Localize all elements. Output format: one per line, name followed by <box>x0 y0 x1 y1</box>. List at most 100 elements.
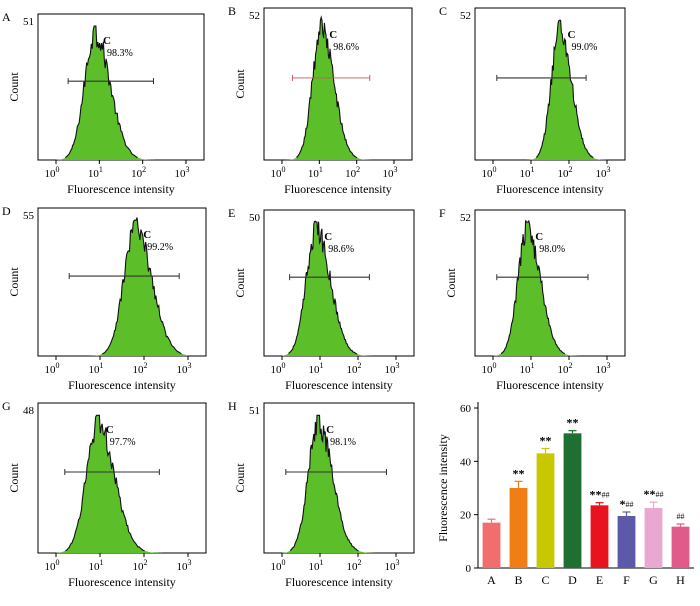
gate-percent: 98.3% <box>107 48 133 59</box>
significance-label: ** <box>513 466 525 480</box>
significance-label: ** <box>540 434 552 448</box>
x-tick-label: F <box>623 573 630 587</box>
gate-percent: 98.6% <box>328 244 354 255</box>
histogram-outline <box>500 219 566 355</box>
x-tick-label: 101 <box>89 361 104 376</box>
y-axis-label: Fluorescence intensity <box>436 434 450 542</box>
gate-percent: 98.6% <box>333 42 359 53</box>
histogram-panel-f: F Count 52 C98.0% 100 101 102 103 Fluorescence i… <box>439 206 626 392</box>
x-tick-label: 103 <box>175 165 190 180</box>
bar-a <box>482 522 501 568</box>
x-tick-label: 103 <box>596 165 611 180</box>
x-tick-label: G <box>649 573 658 587</box>
panel-label: G <box>2 399 11 413</box>
x-tick-label: 101 <box>309 361 324 376</box>
x-tick-label: 100 <box>45 165 60 180</box>
y-axis-label: Count <box>233 69 247 99</box>
significance-label: ** <box>567 416 579 430</box>
x-tick-label: 102 <box>347 361 362 376</box>
x-axis-label: Fluorescence intensity <box>284 182 392 196</box>
panel-label: H <box>228 399 237 413</box>
x-tick-label: D <box>568 573 577 587</box>
x-tick-label: 100 <box>271 361 286 376</box>
x-tick-label: H <box>676 573 685 587</box>
y-axis-label: Count <box>233 268 247 298</box>
significance-label: ## <box>677 512 685 521</box>
x-tick-label: 103 <box>596 361 611 376</box>
gate-label: C <box>106 424 114 436</box>
x-tick-label: E <box>596 573 603 587</box>
histogram-fill <box>282 221 396 356</box>
gate-percent: 97.7% <box>110 437 136 448</box>
x-tick-label: 102 <box>345 165 360 180</box>
y-max-label: 48 <box>23 405 35 417</box>
x-tick-label: 101 <box>88 165 103 180</box>
gate-label: C <box>103 35 111 47</box>
y-tick-label: 0 <box>466 563 472 575</box>
bar-g <box>644 508 663 568</box>
panel-label: E <box>228 206 235 220</box>
y-max-label: 52 <box>249 10 260 22</box>
gate-label: C <box>535 231 543 243</box>
histogram-outline <box>296 15 358 159</box>
panel-label: D <box>2 204 11 218</box>
x-tick-label: 101 <box>309 558 324 573</box>
y-max-label: 51 <box>23 16 34 28</box>
x-tick-label: 102 <box>131 165 146 180</box>
histogram-panel-b: B Count 52 C98.6% 100 101 102 103 Fluorescence i… <box>228 4 413 196</box>
x-axis-label: Fluorescence intensity <box>68 575 176 589</box>
bar-c <box>536 453 555 568</box>
bar-d <box>563 433 582 568</box>
x-axis-label: Fluorescence intensity <box>496 182 604 196</box>
gate-label: C <box>329 29 337 41</box>
x-tick-label: 101 <box>308 165 323 180</box>
y-axis-label: Count <box>444 268 458 298</box>
y-tick-label: 40 <box>460 456 472 468</box>
gate-percent: 98.1% <box>330 437 356 448</box>
x-tick-label: 100 <box>271 558 286 573</box>
histogram-outline <box>64 25 138 159</box>
x-tick-label: 102 <box>133 361 148 376</box>
x-tick-label: 102 <box>558 165 573 180</box>
bar-f <box>617 516 636 568</box>
histogram-panel-e: E Count 50 C98.6% 100 101 102 103 Fluorescence i… <box>228 206 415 392</box>
gate-label: C <box>143 229 151 241</box>
histogram-outline <box>101 217 182 355</box>
x-axis-label: Fluorescence intensity <box>67 182 175 196</box>
x-tick-label: 103 <box>177 361 192 376</box>
x-tick-label: 103 <box>385 361 400 376</box>
x-tick-label: 102 <box>133 558 148 573</box>
x-tick-label: 103 <box>383 165 398 180</box>
x-tick-label: 102 <box>558 361 573 376</box>
x-axis-label: Fluorescence intensity <box>285 378 393 392</box>
gate-label: C <box>326 424 334 436</box>
histogram-fill <box>282 17 394 160</box>
x-tick-label: 100 <box>45 558 60 573</box>
histogram-outline <box>288 220 357 355</box>
gate-percent: 98.0% <box>539 244 565 255</box>
bar-e <box>590 505 609 568</box>
x-axis-label: Fluorescence intensity <box>496 378 604 392</box>
x-axis-label: Fluorescence intensity <box>285 575 393 589</box>
y-max-label: 55 <box>23 210 35 222</box>
histogram-outline <box>535 19 594 158</box>
panel-label: A <box>2 10 11 24</box>
panel-label: C <box>439 4 447 18</box>
y-axis-label: Count <box>233 463 247 493</box>
x-tick-label: A <box>487 573 496 587</box>
y-tick-label: 20 <box>460 510 472 522</box>
x-axis-label: Fluorescence intensity <box>68 378 176 392</box>
bar-h <box>671 526 690 568</box>
significance-label: *## <box>620 497 634 511</box>
gate-percent: 99.2% <box>147 242 173 253</box>
y-max-label: 51 <box>249 405 260 417</box>
gate-label: C <box>568 29 576 41</box>
y-tick-label: 60 <box>460 403 472 415</box>
y-axis-label: Count <box>7 463 21 493</box>
histogram-fill <box>493 220 607 356</box>
